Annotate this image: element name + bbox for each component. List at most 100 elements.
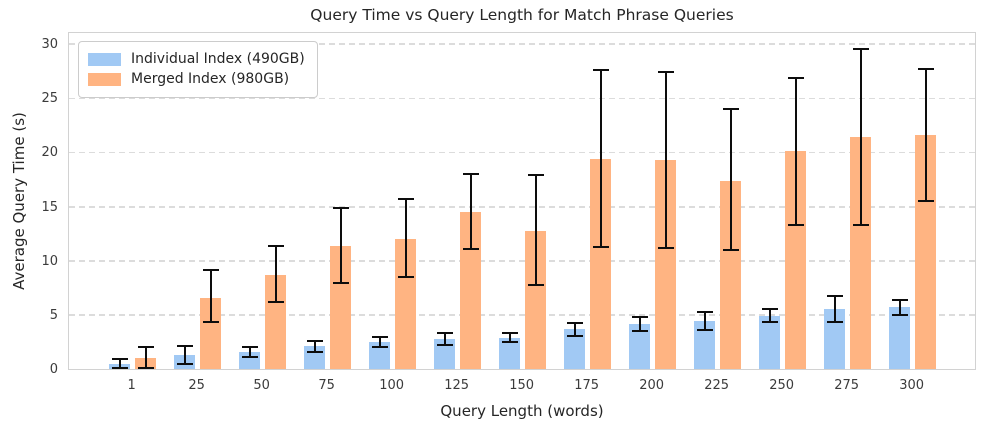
error-bar-cap [631, 330, 648, 333]
bar-individual-index [759, 315, 781, 369]
x-tick-label: 125 [444, 378, 470, 393]
chart-title: Query Time vs Query Length for Match Phr… [310, 6, 734, 24]
gridline [69, 151, 975, 154]
bar-merged-index [590, 158, 612, 369]
x-tick-label: 200 [639, 378, 665, 393]
error-bar-cap [566, 321, 583, 324]
error-bar-cap [696, 310, 713, 313]
bar-merged-index [395, 239, 417, 369]
error-bar [209, 270, 212, 323]
x-tick-label: 300 [899, 378, 925, 393]
y-tick-label: 10 [41, 253, 58, 269]
error-bar-cap [371, 346, 388, 349]
bar-individual-index [824, 309, 846, 369]
error-bar-cap [852, 48, 869, 51]
error-bar-cap [306, 339, 323, 342]
bar-individual-index [629, 324, 651, 369]
x-tick-label: 25 [188, 378, 205, 393]
error-bar [274, 245, 277, 302]
bar-merged-index [785, 151, 807, 369]
legend-item-merged-index: Merged Index (980GB) [88, 71, 305, 88]
bar-merged-index [265, 274, 287, 369]
x-tick-label: 100 [379, 378, 405, 393]
error-bar [859, 49, 862, 225]
error-bar [508, 332, 511, 343]
error-bar [573, 322, 576, 336]
error-bar [378, 336, 381, 348]
gridline [69, 43, 975, 45]
error-bar-cap [657, 246, 674, 249]
error-bar-cap [891, 313, 908, 316]
error-bar [768, 309, 771, 323]
gridline [69, 97, 975, 100]
x-tick-label: 75 [318, 378, 335, 393]
error-bar-cap [566, 334, 583, 337]
error-bar-cap [592, 245, 609, 248]
error-bar-cap [527, 283, 544, 286]
error-bar-cap [397, 197, 414, 200]
error-bar-cap [722, 248, 739, 251]
x-tick-label: 150 [509, 378, 535, 393]
error-bar [339, 207, 342, 284]
error-bar-cap [917, 200, 934, 203]
error-bar-cap [657, 71, 674, 74]
bar-merged-index [460, 211, 482, 369]
error-bar [664, 72, 667, 248]
error-bar-cap [176, 363, 193, 366]
x-tick-label: 250 [769, 378, 795, 393]
error-bar-cap [267, 300, 284, 303]
error-bar-cap [527, 174, 544, 177]
legend-label-merged-index: Merged Index (980GB) [131, 71, 290, 87]
bar-merged-index [330, 245, 352, 369]
error-bar [729, 109, 732, 250]
x-tick-label: 1 [127, 378, 136, 393]
error-bar [443, 333, 446, 346]
error-bar [534, 175, 537, 285]
error-bar-cap [787, 76, 804, 79]
error-bar [703, 311, 706, 330]
bar-individual-index [694, 320, 716, 369]
error-bar-cap [501, 331, 518, 334]
error-bar-cap [332, 206, 349, 209]
error-bar-cap [137, 367, 154, 370]
error-bar-cap [176, 344, 193, 347]
error-bar-cap [462, 247, 479, 250]
bar-merged-index [720, 180, 742, 369]
error-bar-cap [826, 295, 843, 298]
gridline [69, 260, 975, 262]
y-tick-label: 5 [49, 307, 58, 323]
error-bar [118, 359, 121, 368]
error-bar [183, 345, 186, 365]
y-tick-label: 0 [49, 362, 58, 377]
legend-label-individual-index: Individual Index (490GB) [131, 51, 305, 67]
error-bar-cap [371, 335, 388, 338]
error-bar-cap [462, 173, 479, 175]
y-tick-label: 15 [41, 199, 58, 215]
error-bar-cap [332, 282, 349, 285]
error-bar-cap [696, 329, 713, 331]
bar-merged-index [850, 137, 872, 369]
gridline [69, 205, 975, 208]
error-bar [469, 174, 472, 249]
error-bar [638, 317, 641, 332]
gridline [69, 314, 975, 316]
plot-area: Individual Index (490GB) Merged Index (9… [68, 32, 976, 370]
legend: Individual Index (490GB) Merged Index (9… [78, 41, 318, 98]
bar-individual-index [499, 337, 521, 369]
error-bar-cap [826, 321, 843, 324]
error-bar-cap [917, 67, 934, 70]
error-bar [313, 340, 316, 352]
bar-merged-index [915, 135, 937, 369]
bar-merged-index [655, 159, 677, 369]
x-tick-label: 175 [574, 378, 600, 393]
y-tick-label: 25 [41, 91, 58, 107]
x-tick-label: 225 [704, 378, 730, 393]
error-bar-cap [202, 321, 219, 324]
error-bar-cap [852, 223, 869, 226]
error-bar-cap [787, 223, 804, 226]
y-tick-label: 30 [41, 37, 58, 52]
error-bar-cap [631, 316, 648, 318]
x-axis-label: Query Length (words) [440, 402, 604, 420]
bar-merged-index [525, 230, 547, 369]
